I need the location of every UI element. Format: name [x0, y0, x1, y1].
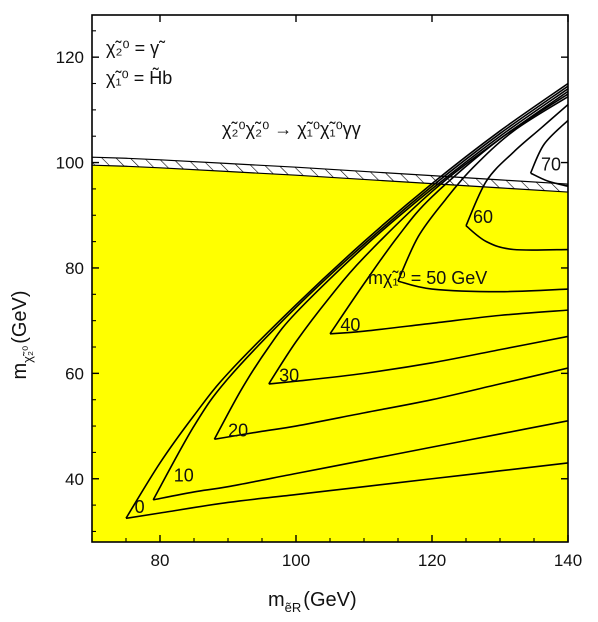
contour-50-lower [397, 280, 568, 293]
contour-70-upper [529, 119, 568, 174]
contour-30-lower [268, 335, 568, 385]
x-axis-title-main: m [268, 589, 285, 611]
plot-area [91, 14, 569, 543]
y-tick-label: 60 [65, 364, 84, 383]
svg-text:mχ̃₂⁰(GeV): mχ̃₂⁰ (GeV) [9, 290, 35, 379]
contour-60-lower [465, 225, 568, 251]
contour-labels: 0 10 20 30 40 60 70 [135, 154, 561, 517]
x-tick-label: 80 [151, 551, 170, 570]
contour-label-20: 20 [228, 421, 248, 441]
y-axis-title: mχ̃₂⁰ (GeV) [9, 290, 35, 379]
contour-lines [125, 82, 568, 520]
y-axis-title-main: m [9, 363, 31, 380]
annotation-line2: χ̃₁⁰ = H̃b [106, 67, 172, 88]
y-axis-title-sub: χ̃₂⁰ [20, 346, 35, 363]
x-tick-label: 140 [554, 551, 582, 570]
contour-label-40: 40 [340, 315, 360, 335]
contour-0-upper [125, 82, 568, 519]
x-axis: 80 100 120 140 [91, 15, 582, 570]
y-tick-label: 80 [65, 259, 84, 278]
y-tick-label: 120 [56, 48, 84, 67]
contour-10-upper [152, 85, 568, 501]
x-axis-title-unit: (GeV) [303, 589, 356, 611]
contour-label-0: 0 [135, 497, 145, 517]
svg-text:mẽR(GeV): mẽR (GeV) [268, 589, 357, 615]
x-axis-title: mẽR (GeV) [268, 589, 357, 615]
contour-20-lower [214, 367, 568, 441]
annotation-line1: χ̃₂⁰ = γ̃ [106, 38, 166, 58]
contour-label-10: 10 [174, 465, 194, 485]
y-tick-label: 40 [65, 470, 84, 489]
annotation-mass-label: mχ̃₁⁰ = 50 GeV [368, 268, 487, 288]
excluded-region-fill [92, 165, 568, 542]
y-axis-title-unit: (GeV) [9, 290, 31, 343]
y-tick-label: 100 [56, 154, 84, 173]
contour-40-lower [329, 309, 568, 335]
contour-label-60: 60 [473, 207, 493, 227]
contour-0-lower [125, 462, 568, 520]
x-tick-label: 120 [418, 551, 446, 570]
contour-10-lower [153, 420, 568, 501]
contour-40-upper [329, 93, 568, 335]
annotation-process: χ̃₂⁰χ̃₂⁰ → χ̃₁⁰χ̃₁⁰γγ [222, 119, 361, 139]
contour-70-lower [530, 172, 568, 188]
x-tick-label: 100 [282, 551, 310, 570]
contour-50-upper [397, 96, 568, 282]
contour-label-30: 30 [279, 365, 299, 385]
contour-label-70: 70 [541, 154, 561, 174]
x-axis-title-sub: ẽR [285, 600, 302, 615]
contour-20-upper [213, 88, 568, 440]
hatched-boundary-band [92, 156, 568, 193]
contour-60-upper [465, 103, 568, 227]
